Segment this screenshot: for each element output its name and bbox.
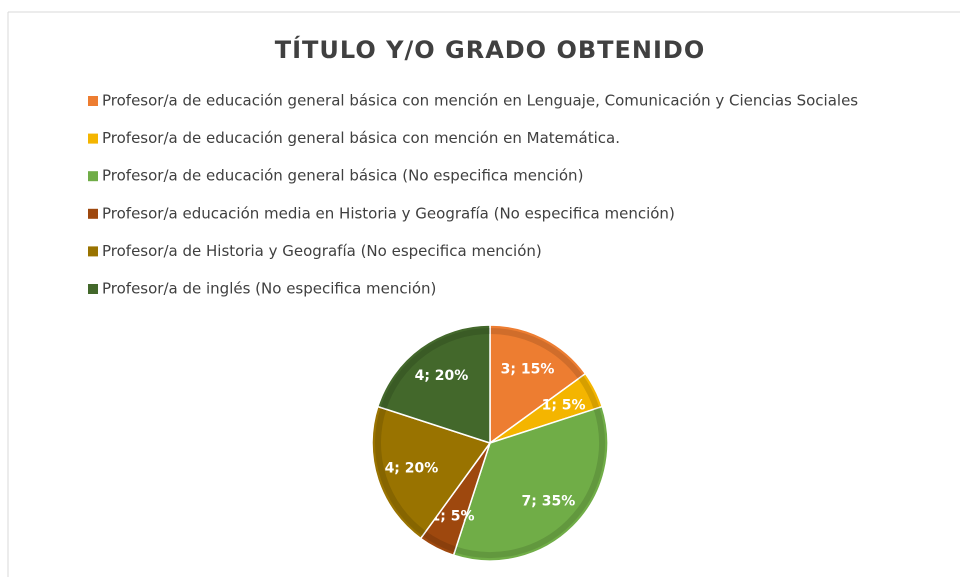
slice-edge [489, 328, 584, 379]
slice-edge [375, 407, 426, 537]
legend-swatch [88, 208, 98, 219]
slice-edge [380, 328, 491, 410]
data-label: 1; 5% [542, 398, 586, 414]
legend-label: Profesor/a de Historia y Geografía (No e… [102, 242, 542, 260]
data-label: 3; 15% [501, 361, 555, 377]
pie-slice [376, 324, 491, 445]
chart-title: TÍTULO Y/O GRADO OBTENIDO [275, 35, 706, 64]
legend-label: Profesor/a de inglés (No especifica menc… [102, 280, 436, 298]
legend-label: Profesor/a educación media en Historia y… [102, 204, 675, 222]
legend-swatch [88, 96, 98, 106]
legend-label: Profesor/a de educación general básica c… [102, 92, 858, 110]
data-label: 4; 20% [385, 461, 439, 477]
legend-swatch [88, 171, 98, 182]
slice-edge [454, 407, 605, 558]
data-label: 1; 5% [431, 509, 475, 525]
legend-swatch [88, 246, 98, 257]
legend-label: Profesor/a de educación general básica c… [102, 129, 620, 147]
data-label: 4; 20% [415, 368, 469, 384]
legend-swatch [88, 133, 98, 144]
pie-slice [452, 405, 609, 562]
data-label: 7; 35% [522, 493, 576, 509]
legend-swatch [88, 284, 98, 294]
legend-label: Profesor/a de educación general básica (… [102, 167, 583, 185]
pie-slice [371, 405, 492, 540]
pie-slice [489, 324, 587, 445]
